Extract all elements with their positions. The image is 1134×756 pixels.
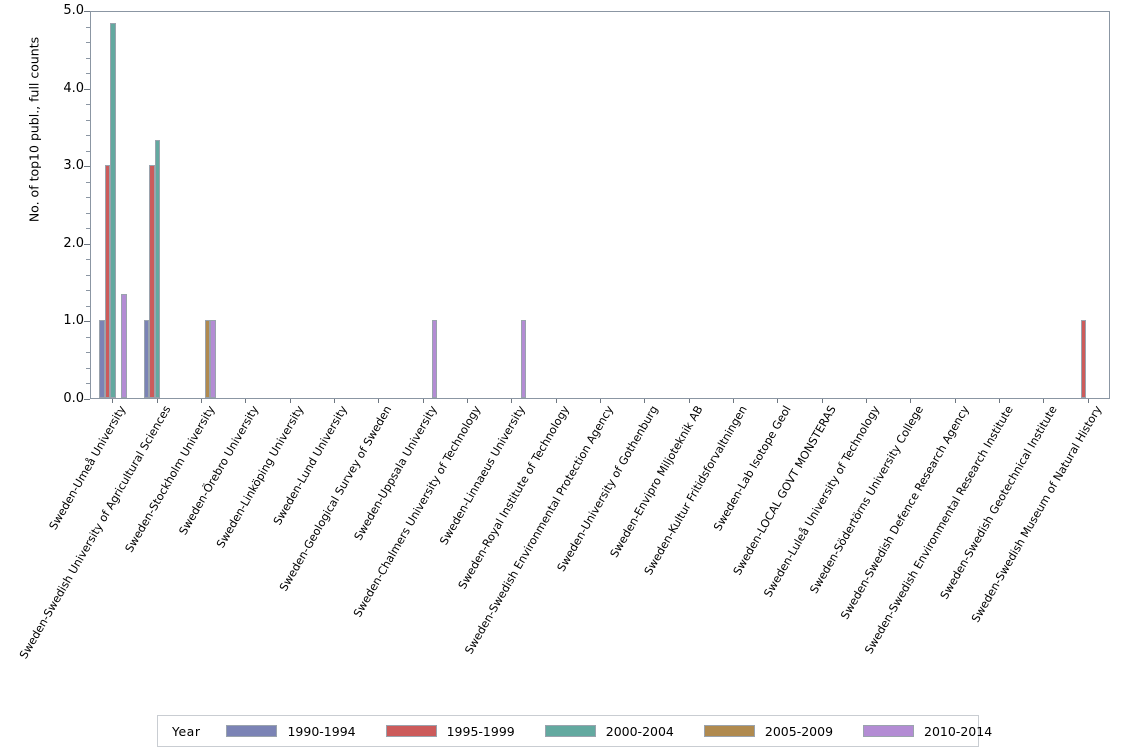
bar bbox=[110, 23, 116, 398]
x-tick bbox=[733, 399, 735, 403]
x-tick bbox=[688, 399, 690, 403]
legend-swatch bbox=[703, 725, 755, 737]
y-tick-minor bbox=[86, 290, 90, 292]
y-tick-minor bbox=[86, 367, 90, 369]
x-tick bbox=[511, 399, 513, 403]
legend-entry[interactable]: 1995-1999 bbox=[385, 723, 515, 739]
bar bbox=[99, 320, 105, 398]
y-tick-label: 0.0 bbox=[63, 391, 84, 406]
y-tick-major bbox=[84, 399, 90, 400]
x-tick-label: Sweden-Linnaeus University bbox=[437, 403, 529, 548]
x-tick bbox=[954, 399, 956, 403]
y-tick-minor bbox=[86, 197, 90, 199]
x-tick-label: Sweden-Lab Isotope Geol bbox=[711, 403, 795, 534]
legend-label: 2000-2004 bbox=[605, 723, 674, 739]
bars-layer bbox=[91, 12, 1109, 398]
x-tick bbox=[289, 399, 291, 403]
y-tick-minor bbox=[86, 73, 90, 75]
x-tick bbox=[999, 399, 1001, 403]
bar bbox=[143, 320, 150, 398]
y-tick-minor bbox=[86, 119, 90, 121]
x-tick bbox=[245, 399, 247, 403]
x-tick bbox=[1043, 399, 1045, 403]
x-tick bbox=[112, 399, 114, 403]
y-tick-minor bbox=[86, 57, 90, 59]
legend-entry[interactable]: 1990-1994 bbox=[226, 723, 356, 739]
chart-legend: Year 1990-1994 1995-1999 2000-2004 2005-200… bbox=[157, 715, 992, 747]
bar bbox=[431, 320, 438, 398]
legend-label: 2005-2009 bbox=[764, 723, 834, 739]
bar bbox=[154, 139, 161, 398]
y-tick-label: 5.0 bbox=[63, 3, 84, 18]
x-tick bbox=[777, 399, 779, 403]
bar bbox=[520, 320, 527, 398]
y-tick-minor bbox=[86, 352, 90, 354]
x-tick-label: Sweden-Linköping University bbox=[213, 403, 306, 551]
y-tick-major bbox=[84, 11, 90, 12]
x-tick-label: Sweden-Stockholm University bbox=[122, 403, 218, 555]
legend-title: Year bbox=[172, 723, 201, 739]
legend-label: 1990-1994 bbox=[287, 723, 356, 739]
x-tick bbox=[200, 399, 202, 403]
bar bbox=[149, 165, 155, 398]
y-tick-major bbox=[84, 88, 90, 90]
y-tick-minor bbox=[86, 26, 90, 28]
x-tick-label: Sweden-Umeå University bbox=[46, 403, 129, 533]
legend-label: 2010-2014 bbox=[924, 723, 993, 739]
legend-swatch bbox=[863, 725, 915, 737]
legend-swatch bbox=[226, 725, 278, 737]
bar bbox=[210, 320, 216, 398]
x-tick bbox=[821, 399, 823, 403]
legend-swatch bbox=[385, 725, 437, 737]
x-tick bbox=[555, 399, 557, 403]
bar bbox=[204, 320, 211, 398]
x-tick bbox=[644, 399, 646, 403]
x-axis-labels: Sweden-Umeå University Sweden-Swedish Uni… bbox=[17, 403, 1134, 704]
legend-entry[interactable]: 2005-2009 bbox=[703, 723, 834, 739]
x-tick bbox=[866, 399, 868, 403]
legend-entry[interactable]: 2000-2004 bbox=[544, 723, 674, 739]
x-tick bbox=[466, 399, 468, 403]
x-tick bbox=[910, 399, 912, 403]
x-tick bbox=[378, 399, 380, 403]
y-tick-minor bbox=[86, 104, 90, 106]
y-tick-label: 3.0 bbox=[63, 158, 84, 174]
x-tick bbox=[1087, 399, 1089, 403]
y-tick-minor bbox=[86, 42, 90, 44]
y-tick-minor bbox=[86, 274, 90, 276]
y-tick-minor bbox=[86, 150, 90, 152]
y-tick-minor bbox=[86, 259, 90, 261]
legend-swatch bbox=[544, 725, 596, 737]
x-tick bbox=[422, 399, 424, 403]
y-tick-minor bbox=[86, 228, 90, 230]
y-tick-minor bbox=[86, 135, 90, 137]
bar bbox=[104, 165, 111, 398]
y-tick-major bbox=[84, 243, 90, 245]
x-tick bbox=[333, 399, 335, 403]
y-tick-major bbox=[84, 321, 90, 323]
y-tick-minor bbox=[86, 383, 90, 385]
x-tick bbox=[156, 399, 158, 403]
y-tick-label: 4.0 bbox=[63, 80, 84, 96]
x-tick-label: Sweden-Örebro University bbox=[176, 403, 262, 538]
plot-area bbox=[90, 11, 1110, 399]
y-tick-minor bbox=[86, 336, 90, 338]
legend-entry[interactable]: 2010-2014 bbox=[863, 724, 992, 739]
bar bbox=[1080, 320, 1087, 398]
bar bbox=[121, 294, 127, 398]
legend-label: 1995-1999 bbox=[446, 723, 515, 739]
x-tick-label: Sweden-Envipro Miljoteknik AB bbox=[607, 403, 706, 560]
x-tick bbox=[600, 399, 601, 403]
y-tick-major bbox=[84, 166, 90, 168]
y-tick-label: 1.0 bbox=[63, 313, 84, 329]
y-tick-minor bbox=[86, 212, 90, 214]
y-tick-label: 2.0 bbox=[63, 235, 84, 251]
y-tick-minor bbox=[86, 305, 90, 307]
y-tick-minor bbox=[86, 181, 90, 183]
y-axis-title: No. of top10 publ., full counts bbox=[26, 36, 42, 223]
x-tick-label: Sweden-Uppsala University bbox=[351, 403, 440, 543]
